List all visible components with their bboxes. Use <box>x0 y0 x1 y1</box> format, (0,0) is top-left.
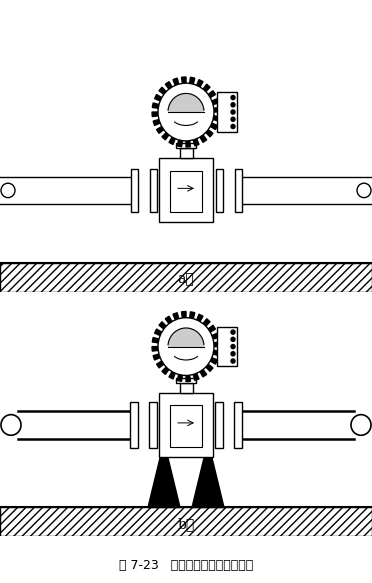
Polygon shape <box>165 316 172 324</box>
Polygon shape <box>190 312 195 319</box>
Circle shape <box>1 183 15 198</box>
Polygon shape <box>165 82 172 89</box>
Circle shape <box>231 338 235 342</box>
Circle shape <box>231 330 235 334</box>
Bar <box>180 382 192 393</box>
Polygon shape <box>182 311 186 318</box>
Bar <box>180 148 192 159</box>
Polygon shape <box>159 87 166 94</box>
Bar <box>215 402 223 448</box>
Polygon shape <box>153 120 160 125</box>
Polygon shape <box>206 364 213 371</box>
Bar <box>0 507 372 536</box>
Polygon shape <box>159 322 166 329</box>
Bar <box>170 171 202 212</box>
Circle shape <box>231 96 235 100</box>
Text: 图 7-23   管道振动时安装固定支架: 图 7-23 管道振动时安装固定支架 <box>119 559 253 572</box>
Polygon shape <box>212 333 219 339</box>
Text: a）: a） <box>177 272 195 286</box>
Bar <box>170 405 202 447</box>
Polygon shape <box>192 441 224 507</box>
Circle shape <box>158 318 214 375</box>
Polygon shape <box>210 357 217 364</box>
Polygon shape <box>197 314 203 322</box>
Polygon shape <box>212 99 219 104</box>
Circle shape <box>351 415 371 436</box>
Circle shape <box>231 359 235 363</box>
Circle shape <box>357 183 371 198</box>
Polygon shape <box>213 116 220 121</box>
Bar <box>176 143 196 148</box>
Circle shape <box>231 352 235 356</box>
Circle shape <box>1 415 21 436</box>
Polygon shape <box>206 129 213 137</box>
Polygon shape <box>213 350 220 356</box>
Bar <box>176 378 196 382</box>
Polygon shape <box>214 107 220 112</box>
Polygon shape <box>177 374 182 381</box>
Polygon shape <box>203 319 210 326</box>
Polygon shape <box>186 141 190 147</box>
Circle shape <box>158 83 214 141</box>
Polygon shape <box>208 325 215 332</box>
Polygon shape <box>200 370 207 377</box>
Polygon shape <box>168 328 204 346</box>
Text: b）: b） <box>177 517 195 531</box>
Bar <box>159 159 213 222</box>
Bar <box>234 402 242 448</box>
Bar <box>234 168 241 212</box>
Polygon shape <box>169 371 175 379</box>
Circle shape <box>231 117 235 121</box>
Polygon shape <box>157 361 164 368</box>
Bar <box>150 168 157 212</box>
Bar <box>149 402 157 448</box>
Polygon shape <box>173 312 179 320</box>
Polygon shape <box>152 112 158 117</box>
Polygon shape <box>173 78 179 85</box>
Polygon shape <box>190 78 195 84</box>
Bar <box>159 393 213 457</box>
Polygon shape <box>197 80 203 87</box>
Polygon shape <box>186 375 190 382</box>
Bar <box>217 327 237 366</box>
Polygon shape <box>157 127 164 134</box>
Bar <box>217 93 237 132</box>
Polygon shape <box>153 354 160 360</box>
Circle shape <box>231 124 235 128</box>
Polygon shape <box>155 329 162 336</box>
Polygon shape <box>203 84 210 92</box>
Circle shape <box>231 345 235 349</box>
Polygon shape <box>177 140 182 147</box>
Polygon shape <box>193 373 199 381</box>
Polygon shape <box>148 441 180 507</box>
Circle shape <box>231 103 235 107</box>
Circle shape <box>231 110 235 114</box>
Polygon shape <box>193 139 199 146</box>
Polygon shape <box>152 346 158 351</box>
Polygon shape <box>152 103 159 108</box>
Bar <box>0 262 372 292</box>
Polygon shape <box>169 137 175 145</box>
Bar <box>131 168 138 212</box>
Polygon shape <box>214 342 220 346</box>
Polygon shape <box>208 91 215 97</box>
Polygon shape <box>155 94 162 101</box>
Bar <box>215 168 222 212</box>
Polygon shape <box>210 123 217 129</box>
Bar <box>130 402 138 448</box>
Polygon shape <box>162 132 169 140</box>
Polygon shape <box>200 135 207 142</box>
Polygon shape <box>168 93 204 112</box>
Polygon shape <box>182 77 186 83</box>
Polygon shape <box>162 367 169 374</box>
Polygon shape <box>152 338 159 343</box>
